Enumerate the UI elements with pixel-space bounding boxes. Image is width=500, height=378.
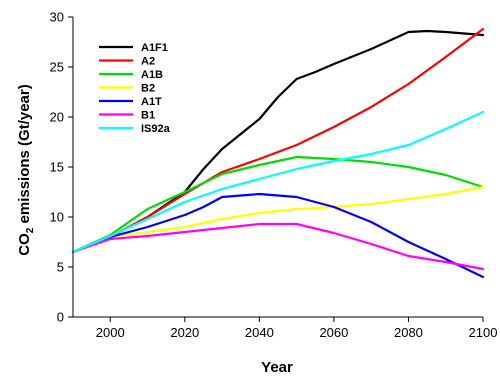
legend-label-b2: B2 [141,83,155,95]
y-axis-title-subscript: 2 [25,227,36,233]
y-tick-label: 30 [50,10,64,25]
legend-label-a1f1: A1F1 [141,42,168,54]
legend-label-b1: B1 [141,110,155,122]
axes-layer: 0 5 10 15 20 25 30 2000 2020 2040 2060 2080 2100 [50,10,498,341]
y-tick-label: 25 [50,60,64,75]
x-tick-label: 2060 [319,325,348,340]
y-tick-label: 15 [50,160,64,175]
x-tick-label: 2000 [96,325,125,340]
y-axis-title-rest: emissions (Gt/year) [16,84,33,227]
legend-label-is92a: IS92a [141,123,171,135]
legend-label-a1b: A1B [141,69,163,81]
x-tick-label: 2020 [170,325,199,340]
x-tick-label: 2100 [469,325,498,340]
series-layer [71,27,485,279]
x-tick-label: 2040 [245,325,274,340]
y-axis-title: CO2 emissions (Gt/year) [16,84,36,255]
series-line-a1t [71,192,485,279]
x-tick-label: 2080 [394,325,423,340]
series-line-a2 [71,27,485,254]
series-line-is92a [71,110,485,254]
series-line-b1 [71,222,485,271]
y-tick-label: 5 [57,260,64,275]
series-line-a1b [71,155,485,254]
legend-label-a2: A2 [141,56,155,68]
x-axis-title: Year [261,359,293,376]
legend-label-a1t: A1T [141,96,162,108]
y-tick-label: 0 [57,310,64,325]
y-axis-title-main: CO [16,233,33,256]
series-line-b2 [71,185,485,254]
y-tick-label: 10 [50,210,64,225]
y-tick-label: 20 [50,110,64,125]
